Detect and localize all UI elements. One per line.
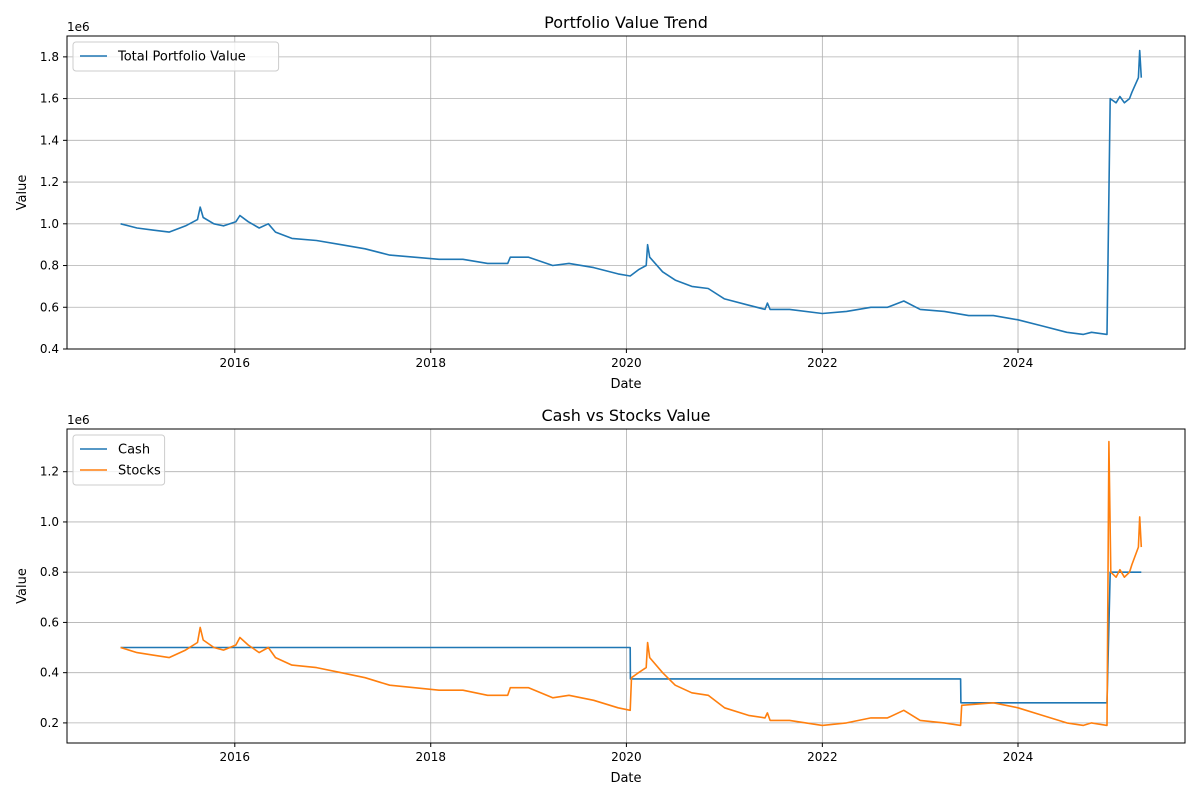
y-tick-label: 0.8 [40, 259, 59, 273]
series-line-cash [120, 571, 1142, 704]
y-tick-label: 1.0 [40, 217, 59, 231]
x-axis-label: Date [610, 771, 641, 786]
y-tick-label: 1.6 [40, 92, 59, 106]
y-tick-label: 0.6 [40, 300, 59, 314]
x-tick-label: 2018 [415, 356, 446, 370]
y-tick-label: 1.0 [40, 515, 59, 529]
y-tick-label: 0.2 [40, 716, 59, 730]
y-tick-label: 1.2 [40, 465, 59, 479]
legend-box [72, 41, 280, 72]
x-tick-label: 2024 [1003, 750, 1034, 764]
x-tick-label: 2020 [611, 750, 642, 764]
legend-label: Total Portfolio Value [117, 50, 246, 65]
y-tick-label: 0.4 [40, 666, 59, 680]
chart-title: Cash vs Stocks Value [541, 406, 710, 425]
y-tick-label: 0.8 [40, 565, 59, 579]
series-line-total-portfolio-value [120, 49, 1143, 336]
y-tick-label: 1.8 [40, 50, 59, 64]
x-tick-label: 2022 [807, 356, 838, 370]
x-tick-label: 2016 [220, 356, 251, 370]
legend-label: Stocks [118, 464, 161, 479]
series-line-stocks [120, 440, 1143, 727]
y-tick-label: 1.4 [40, 133, 59, 147]
chart-title: Portfolio Value Trend [544, 13, 708, 32]
legend: Cash Stocks [72, 434, 166, 486]
y-tick-label: 1.2 [40, 175, 59, 189]
legend: Total Portfolio Value [72, 41, 280, 72]
y-axis-label: Value [15, 568, 30, 604]
chart-panel-1: 2016 2018 2020 2022 2024 0.4 0.6 0.8 1.0 1.2 1.4 1.… [15, 13, 1186, 392]
chart-panel-2: 2016 2018 2020 2022 2024 0.2 0.4 0.6 0.8 1.0 1.2 1e… [15, 406, 1186, 786]
x-axis-label: Date [610, 377, 641, 392]
x-tick-label: 2020 [611, 356, 642, 370]
x-tick-label: 2022 [807, 750, 838, 764]
y-tick-label: 0.6 [40, 615, 59, 629]
x-tick-label: 2016 [220, 750, 251, 764]
x-tick-label: 2024 [1003, 356, 1034, 370]
y-offset-label: 1e6 [67, 413, 90, 427]
y-offset-label: 1e6 [67, 20, 90, 34]
y-tick-label: 0.4 [40, 342, 59, 356]
y-axis-label: Value [15, 175, 30, 211]
legend-label: Cash [118, 443, 150, 458]
x-tick-label: 2018 [415, 750, 446, 764]
legend-box [72, 434, 166, 486]
